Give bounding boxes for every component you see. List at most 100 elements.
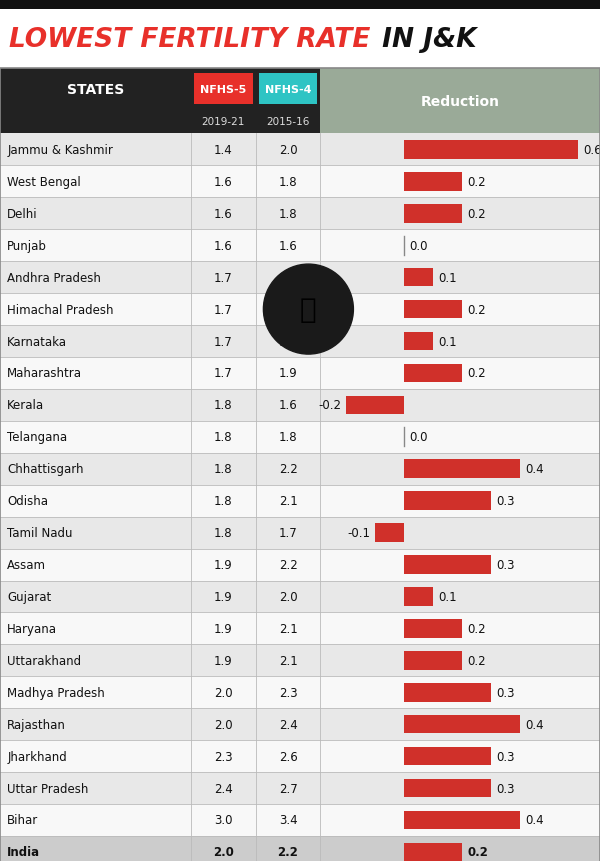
Text: Bihar: Bihar bbox=[7, 814, 38, 827]
Bar bbox=[0, 294, 600, 325]
Bar bbox=[0, 709, 600, 740]
Text: 1.9: 1.9 bbox=[278, 303, 298, 316]
Text: Himachal Pradesh: Himachal Pradesh bbox=[7, 303, 114, 316]
Bar bbox=[404, 587, 433, 606]
Text: 2.0: 2.0 bbox=[214, 686, 233, 699]
Text: 1.6: 1.6 bbox=[278, 239, 298, 252]
Text: Tamil Nadu: Tamil Nadu bbox=[7, 527, 73, 540]
Bar bbox=[0, 421, 600, 453]
Text: 3.0: 3.0 bbox=[214, 814, 232, 827]
Bar bbox=[259, 74, 317, 105]
Text: 1.9: 1.9 bbox=[214, 559, 233, 572]
Text: 0.1: 0.1 bbox=[438, 591, 457, 604]
Text: India: India bbox=[7, 846, 40, 858]
Bar bbox=[404, 205, 463, 223]
Text: 2.4: 2.4 bbox=[214, 782, 233, 795]
Text: 1.8: 1.8 bbox=[214, 399, 233, 412]
Text: 0.4: 0.4 bbox=[525, 718, 544, 731]
Bar bbox=[0, 10, 600, 69]
Text: 0.1: 0.1 bbox=[438, 271, 457, 284]
Text: -0.2: -0.2 bbox=[319, 399, 341, 412]
Text: 0.2: 0.2 bbox=[467, 846, 488, 858]
Bar bbox=[0, 517, 600, 549]
Bar bbox=[404, 269, 433, 287]
Bar bbox=[404, 492, 491, 511]
Text: STATES: STATES bbox=[67, 83, 124, 96]
Bar bbox=[0, 836, 600, 861]
Bar bbox=[0, 677, 600, 709]
Bar bbox=[0, 549, 600, 581]
Bar bbox=[0, 230, 600, 262]
Text: 🤰: 🤰 bbox=[300, 295, 317, 324]
Text: 2.2: 2.2 bbox=[278, 846, 298, 858]
Text: 2.3: 2.3 bbox=[278, 686, 298, 699]
Bar bbox=[0, 740, 600, 772]
Bar bbox=[404, 364, 463, 383]
Bar bbox=[404, 715, 520, 734]
Text: 1.8: 1.8 bbox=[214, 527, 233, 540]
Text: 0.2: 0.2 bbox=[467, 303, 486, 316]
Text: Delhi: Delhi bbox=[7, 208, 38, 220]
Text: 2.1: 2.1 bbox=[278, 654, 298, 667]
Text: 0.0: 0.0 bbox=[409, 430, 428, 443]
Text: Uttarakhand: Uttarakhand bbox=[7, 654, 82, 667]
Text: Madhya Pradesh: Madhya Pradesh bbox=[7, 686, 105, 699]
Bar bbox=[404, 651, 463, 670]
Text: Kerala: Kerala bbox=[7, 399, 44, 412]
Bar bbox=[404, 684, 491, 702]
Text: 1.9: 1.9 bbox=[214, 654, 233, 667]
Text: 1.6: 1.6 bbox=[214, 239, 233, 252]
Text: 1.7: 1.7 bbox=[278, 527, 298, 540]
Text: 0.2: 0.2 bbox=[467, 208, 486, 220]
Text: 0.2: 0.2 bbox=[467, 367, 486, 380]
Text: NFHS-4: NFHS-4 bbox=[265, 84, 311, 95]
Text: Maharashtra: Maharashtra bbox=[7, 367, 82, 380]
Text: 1.4: 1.4 bbox=[214, 144, 233, 157]
Text: 2.1: 2.1 bbox=[278, 494, 298, 508]
Text: 2.1: 2.1 bbox=[278, 623, 298, 635]
Text: 0.3: 0.3 bbox=[496, 750, 515, 763]
Bar bbox=[0, 325, 600, 357]
Bar bbox=[0, 0, 600, 10]
Text: 0.3: 0.3 bbox=[496, 686, 515, 699]
Text: 2.2: 2.2 bbox=[278, 462, 298, 475]
Text: 1.7: 1.7 bbox=[214, 335, 233, 348]
Bar bbox=[404, 747, 491, 765]
Text: 1.6: 1.6 bbox=[278, 399, 298, 412]
Bar bbox=[0, 110, 320, 134]
Bar bbox=[0, 69, 600, 110]
Bar bbox=[404, 173, 463, 191]
Bar bbox=[404, 779, 491, 797]
Bar bbox=[0, 645, 600, 677]
Bar bbox=[0, 198, 600, 230]
Bar bbox=[404, 460, 520, 479]
Text: 1.8: 1.8 bbox=[278, 335, 298, 348]
Text: 0.2: 0.2 bbox=[467, 654, 486, 667]
Bar bbox=[0, 485, 600, 517]
Text: 1.9: 1.9 bbox=[214, 591, 233, 604]
Text: 0.3: 0.3 bbox=[496, 559, 515, 572]
Text: 2.0: 2.0 bbox=[278, 144, 298, 157]
Text: Jammu & Kashmir: Jammu & Kashmir bbox=[7, 144, 113, 157]
Text: 2.0: 2.0 bbox=[278, 591, 298, 604]
Bar bbox=[404, 555, 491, 574]
Text: 2.4: 2.4 bbox=[278, 718, 298, 731]
Text: Andhra Pradesh: Andhra Pradesh bbox=[7, 271, 101, 284]
Bar bbox=[0, 772, 600, 804]
Text: Assam: Assam bbox=[7, 559, 46, 572]
Text: West Bengal: West Bengal bbox=[7, 176, 81, 189]
Text: 0.2: 0.2 bbox=[467, 176, 486, 189]
Bar bbox=[320, 69, 600, 134]
Text: 0.6: 0.6 bbox=[583, 144, 600, 157]
Bar bbox=[0, 453, 600, 485]
Text: 1.6: 1.6 bbox=[214, 176, 233, 189]
Bar bbox=[404, 141, 578, 159]
Bar bbox=[404, 300, 463, 319]
Text: 1.9: 1.9 bbox=[278, 367, 298, 380]
Text: 1.7: 1.7 bbox=[214, 303, 233, 316]
Text: 0.3: 0.3 bbox=[496, 782, 515, 795]
Text: NFHS-5: NFHS-5 bbox=[200, 84, 247, 95]
Bar bbox=[0, 804, 600, 836]
Text: Karnataka: Karnataka bbox=[7, 335, 67, 348]
Text: 1.8: 1.8 bbox=[278, 271, 298, 284]
